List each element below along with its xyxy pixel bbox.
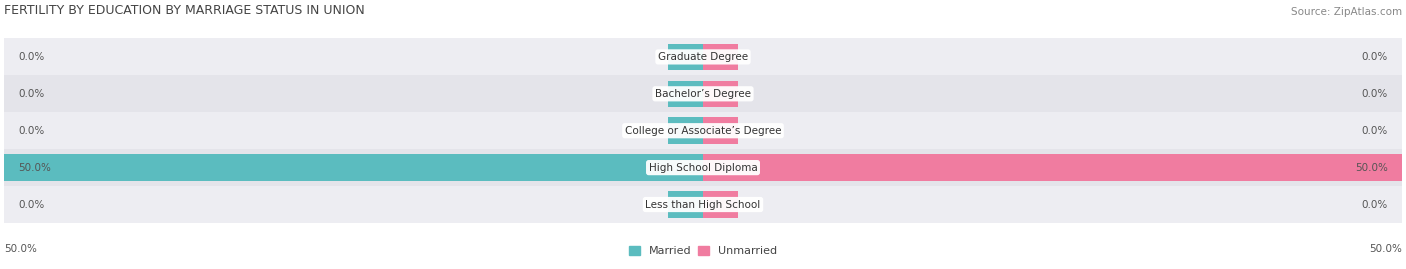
Bar [4,112,1402,149]
Text: 50.0%: 50.0% [1369,244,1402,254]
Bar [703,191,738,218]
Bar [703,154,1402,181]
Bar [4,186,1402,223]
Text: 0.0%: 0.0% [18,52,45,62]
Text: Less than High School: Less than High School [645,200,761,210]
Text: 0.0%: 0.0% [18,89,45,99]
Bar [668,118,703,144]
Bar [703,118,738,144]
Bar [703,44,738,70]
Bar [4,38,1402,75]
Bar [4,149,1402,186]
Bar [668,191,703,218]
Text: FERTILITY BY EDUCATION BY MARRIAGE STATUS IN UNION: FERTILITY BY EDUCATION BY MARRIAGE STATU… [4,4,366,17]
Legend: Married, Unmarried: Married, Unmarried [624,241,782,261]
Text: College or Associate’s Degree: College or Associate’s Degree [624,126,782,136]
Text: 0.0%: 0.0% [18,126,45,136]
Bar [4,154,703,181]
Bar [668,80,703,107]
Text: Graduate Degree: Graduate Degree [658,52,748,62]
Bar [4,75,1402,112]
Text: 0.0%: 0.0% [1361,89,1388,99]
Text: 0.0%: 0.0% [18,200,45,210]
Text: 0.0%: 0.0% [1361,52,1388,62]
Text: Source: ZipAtlas.com: Source: ZipAtlas.com [1291,7,1402,17]
Text: 50.0%: 50.0% [1355,163,1388,173]
Text: High School Diploma: High School Diploma [648,163,758,173]
Text: 50.0%: 50.0% [4,244,37,254]
Text: 50.0%: 50.0% [18,163,51,173]
Bar [668,44,703,70]
Text: 0.0%: 0.0% [1361,200,1388,210]
Text: Bachelor’s Degree: Bachelor’s Degree [655,89,751,99]
Bar [703,80,738,107]
Text: 0.0%: 0.0% [1361,126,1388,136]
